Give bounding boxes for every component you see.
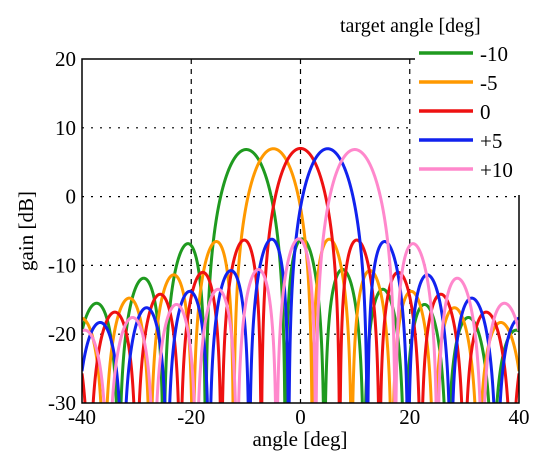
y-tick-label: -20 <box>48 322 76 346</box>
y-tick-label: -10 <box>48 253 76 277</box>
x-tick-label: -20 <box>177 405 205 429</box>
y-tick-label: 0 <box>66 185 77 209</box>
legend-box <box>415 39 539 195</box>
legend: target angle [deg] -10 -5 0 +5 +10 <box>340 15 539 195</box>
x-tick-label: 40 <box>509 405 530 429</box>
legend-label: 0 <box>480 100 491 124</box>
legend-title: target angle [deg] <box>340 15 481 37</box>
x-tick-label: -40 <box>68 405 96 429</box>
y-tick-label: 10 <box>55 116 76 140</box>
legend-label: +10 <box>480 158 513 182</box>
y-axis-title: gain [dB] <box>14 191 38 271</box>
y-tick-label: -30 <box>48 391 76 415</box>
legend-label: -5 <box>480 71 498 95</box>
x-tick-label: 0 <box>295 405 306 429</box>
x-axis-title: angle [deg] <box>252 427 347 451</box>
grid <box>82 59 519 403</box>
series-lines <box>82 146 519 403</box>
series-line <box>82 147 519 403</box>
legend-label: -10 <box>480 42 508 66</box>
y-tick-label: 20 <box>55 47 76 71</box>
legend-label: +5 <box>480 129 502 153</box>
x-tick-label: 20 <box>399 405 420 429</box>
plot-frame <box>81 58 520 404</box>
tick-labels: -40 -20 0 20 40 -30 -20 -10 0 10 20 <box>48 47 530 429</box>
series-line <box>82 148 519 403</box>
